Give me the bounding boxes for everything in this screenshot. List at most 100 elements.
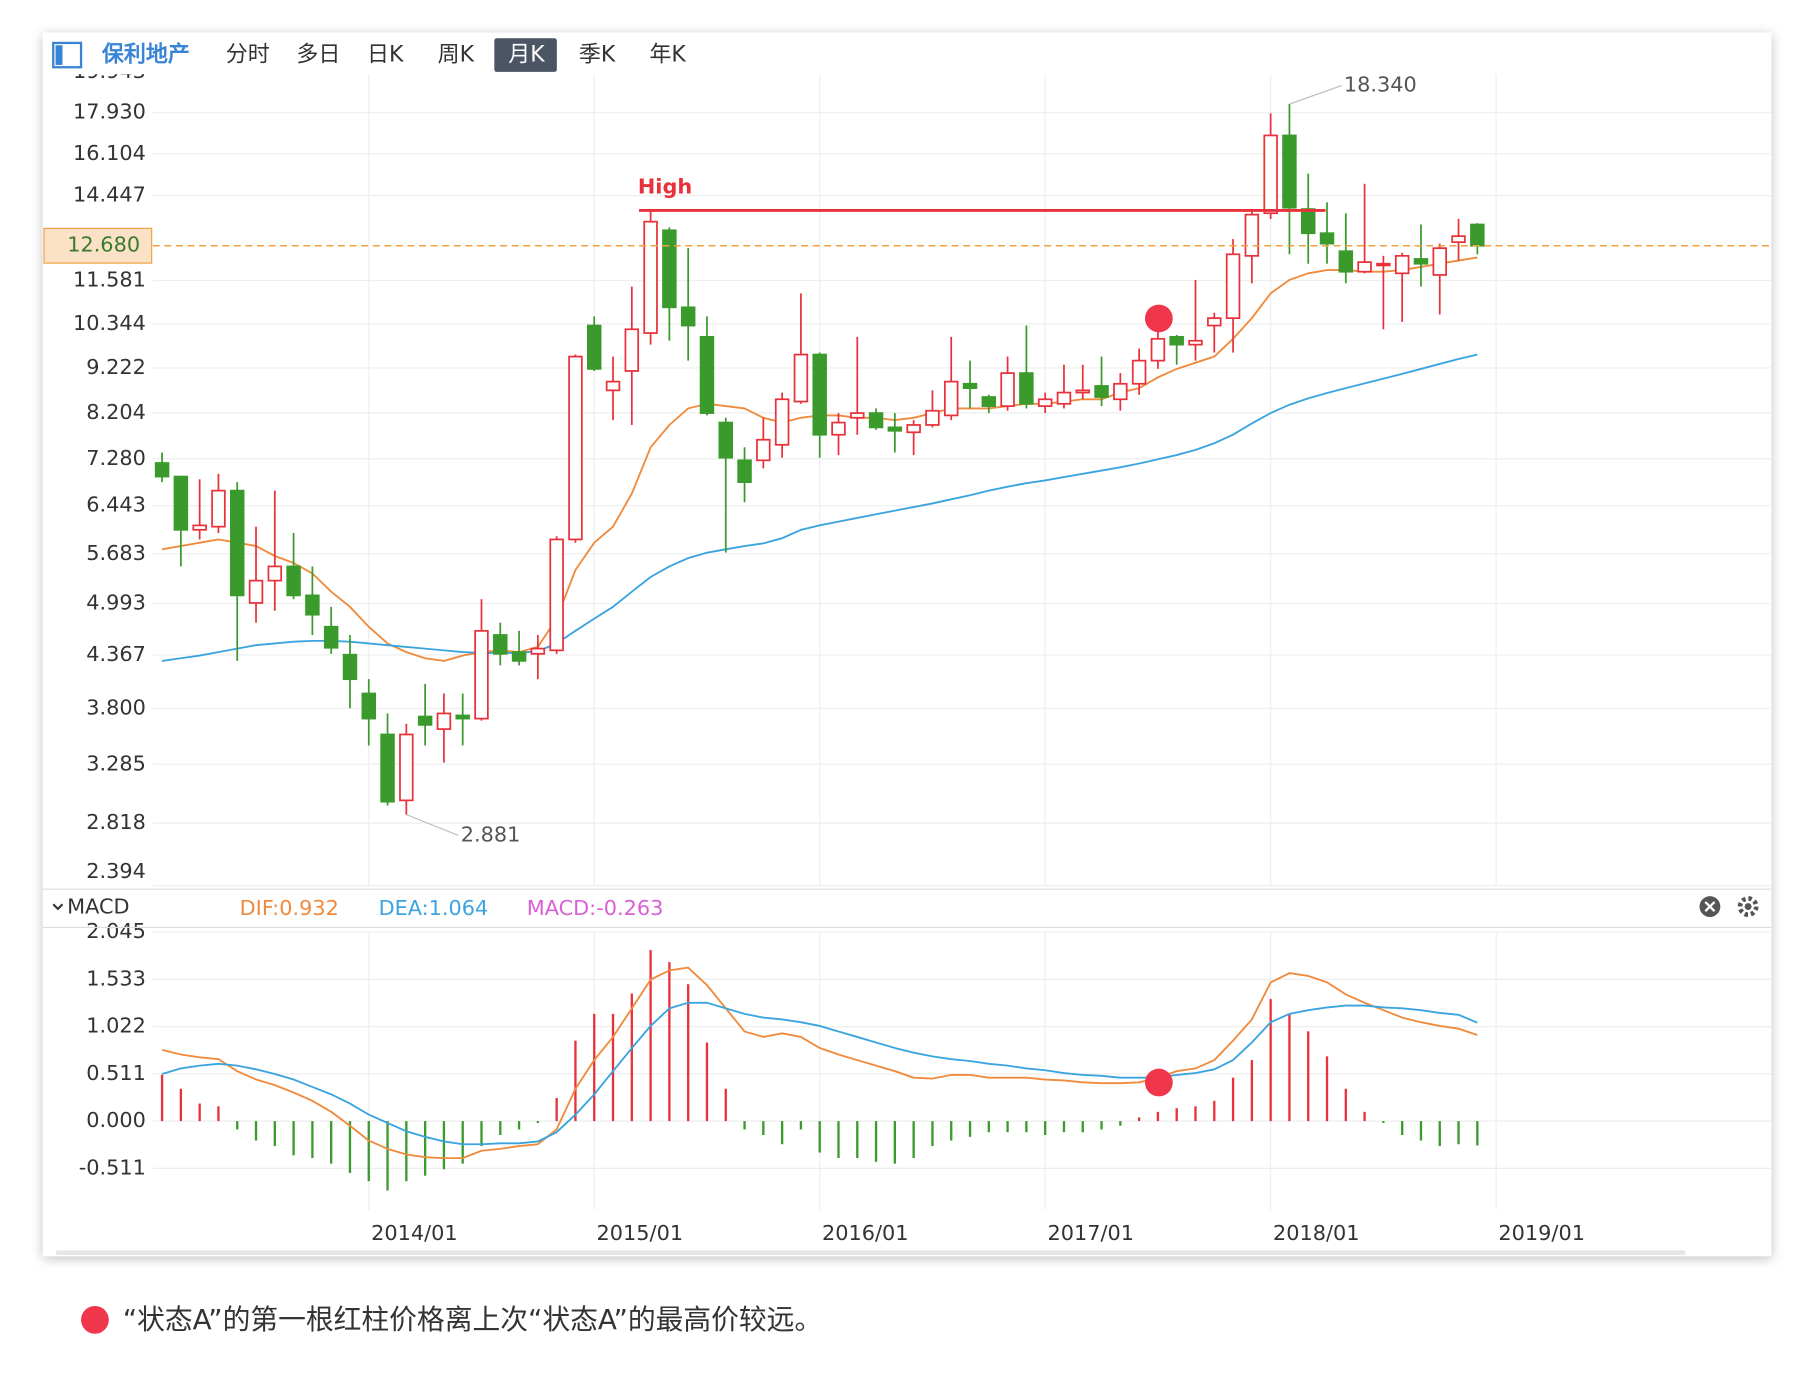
menu-icon[interactable]	[52, 41, 83, 69]
candle-body	[286, 565, 301, 597]
stock-name[interactable]: 保利地产	[101, 43, 190, 68]
candle-body	[887, 426, 903, 432]
candle-body	[549, 538, 564, 652]
y-tick-label: 0.511	[86, 1061, 146, 1085]
annotation-leader	[406, 814, 459, 837]
x-tick-label: 2015/01	[597, 1221, 684, 1245]
candle-body	[1451, 235, 1466, 243]
tab[interactable]: 年K	[649, 43, 686, 68]
candle-body	[1263, 134, 1278, 215]
y-tick-label: 1.533	[86, 966, 146, 990]
candle-body	[718, 421, 733, 459]
indicator-name[interactable]: MACD	[67, 895, 129, 919]
candle-body	[1037, 398, 1053, 407]
note-dot	[81, 1305, 109, 1334]
candle-body	[1338, 250, 1354, 273]
y-tick-label: 2.394	[86, 859, 146, 883]
macd-header: MACD DIF:0.932 DEA:1.064 MACD:-0.263	[42, 888, 1772, 928]
annotation-leader	[1289, 84, 1342, 105]
current-price-box	[43, 227, 153, 264]
y-tick-label: 1.022	[86, 1014, 146, 1038]
candle-body	[624, 328, 640, 372]
y-tick-label: 2.045	[86, 919, 146, 943]
signal-dot	[1144, 1068, 1173, 1097]
tab[interactable]: 分时	[226, 43, 270, 68]
candle-body	[925, 409, 940, 426]
x-tick-label: 2016/01	[822, 1221, 909, 1245]
y-tick-label: -0.511	[79, 1155, 146, 1179]
y-tick-label: 11.581	[73, 268, 146, 292]
candle-body	[1300, 208, 1316, 235]
x-tick-label: 2019/01	[1498, 1221, 1585, 1245]
macd-line	[161, 966, 1478, 1160]
candle-body	[1357, 261, 1372, 273]
candle-body	[1244, 213, 1260, 257]
candle-body	[943, 380, 959, 417]
readout: MACD:-0.263	[527, 896, 664, 920]
candle-body	[455, 714, 470, 720]
tab[interactable]: 多日	[296, 43, 340, 68]
candle-body	[248, 579, 264, 604]
candle-body	[173, 475, 189, 531]
candle-body	[737, 459, 752, 483]
readout: DEA:1.064	[379, 896, 489, 920]
x-tick-label: 2018/01	[1273, 1221, 1360, 1245]
candle-body	[229, 489, 245, 597]
annotation-label: 2.881	[461, 822, 521, 846]
candle-body	[211, 489, 226, 528]
y-tick-label: 3.800	[86, 695, 146, 719]
close-x	[1704, 901, 1716, 913]
y-tick-label: 8.204	[86, 400, 146, 424]
y-tick-label: 17.930	[73, 100, 146, 124]
candle-body	[586, 324, 602, 370]
candle-body	[342, 653, 358, 681]
candle-body	[399, 733, 414, 802]
current-price-label: 12.680	[67, 233, 140, 257]
tab[interactable]: 月K	[508, 43, 545, 68]
candle-body	[1113, 382, 1128, 401]
candle-body	[530, 647, 546, 655]
candle-body	[605, 380, 621, 392]
tab[interactable]: 日K	[367, 43, 404, 68]
candle-body	[1188, 339, 1203, 346]
settings-hub	[1744, 903, 1752, 911]
candle-body	[1470, 223, 1485, 247]
candle-body	[192, 524, 207, 531]
candle-body	[493, 634, 508, 655]
candle-body	[1376, 262, 1391, 267]
tab[interactable]: 周K	[438, 43, 475, 68]
candle-body	[906, 424, 921, 434]
y-tick-label: 5.683	[86, 541, 146, 565]
candle-body	[1225, 253, 1241, 320]
scrollbar[interactable]	[55, 1250, 1686, 1256]
settings-icon[interactable]	[1737, 896, 1759, 917]
y-tick-label: 14.447	[73, 183, 146, 207]
y-tick-label: 3.285	[86, 751, 146, 775]
card	[42, 32, 1772, 1257]
candle-body	[680, 306, 696, 327]
header: 保利地产 分时 多日 日K 周K 月K 季K 年K	[42, 32, 1772, 75]
candle-body	[568, 355, 583, 541]
header-bg	[42, 32, 1772, 75]
candle-body	[154, 462, 170, 478]
candle-body	[1131, 359, 1147, 385]
menu-icon-bar	[55, 45, 63, 65]
candle-body	[1282, 134, 1297, 209]
macd-line	[161, 1001, 1478, 1146]
candle-body	[850, 412, 865, 419]
y-tick-label: 4.367	[86, 642, 146, 666]
y-tick-label: 16.104	[73, 141, 146, 165]
active-tab-bg	[494, 38, 557, 72]
footnote: “状态A”的第一根红柱价格离上次“状态A”的最高价较远。	[123, 1303, 823, 1336]
candle-body	[699, 336, 715, 414]
candle-body	[267, 565, 283, 582]
candle-body	[643, 220, 658, 334]
y-tick-label: 6.443	[86, 493, 146, 517]
candle-body	[1056, 391, 1072, 405]
y-tick-label: 10.344	[73, 311, 146, 335]
candle-body	[1207, 317, 1222, 327]
tab[interactable]: 季K	[579, 43, 616, 68]
collapse-icon[interactable]	[52, 903, 64, 911]
candle-body	[380, 733, 395, 803]
